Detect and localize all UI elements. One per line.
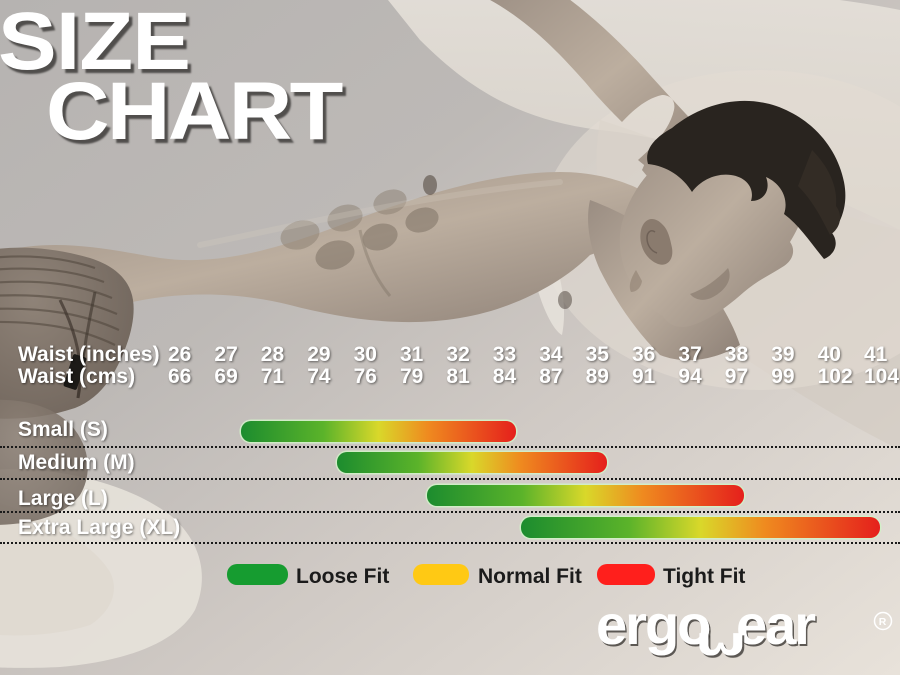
svg-text:ergo: ergo bbox=[596, 593, 710, 656]
svg-text:ear: ear bbox=[736, 593, 815, 656]
svg-text:R: R bbox=[879, 616, 887, 628]
